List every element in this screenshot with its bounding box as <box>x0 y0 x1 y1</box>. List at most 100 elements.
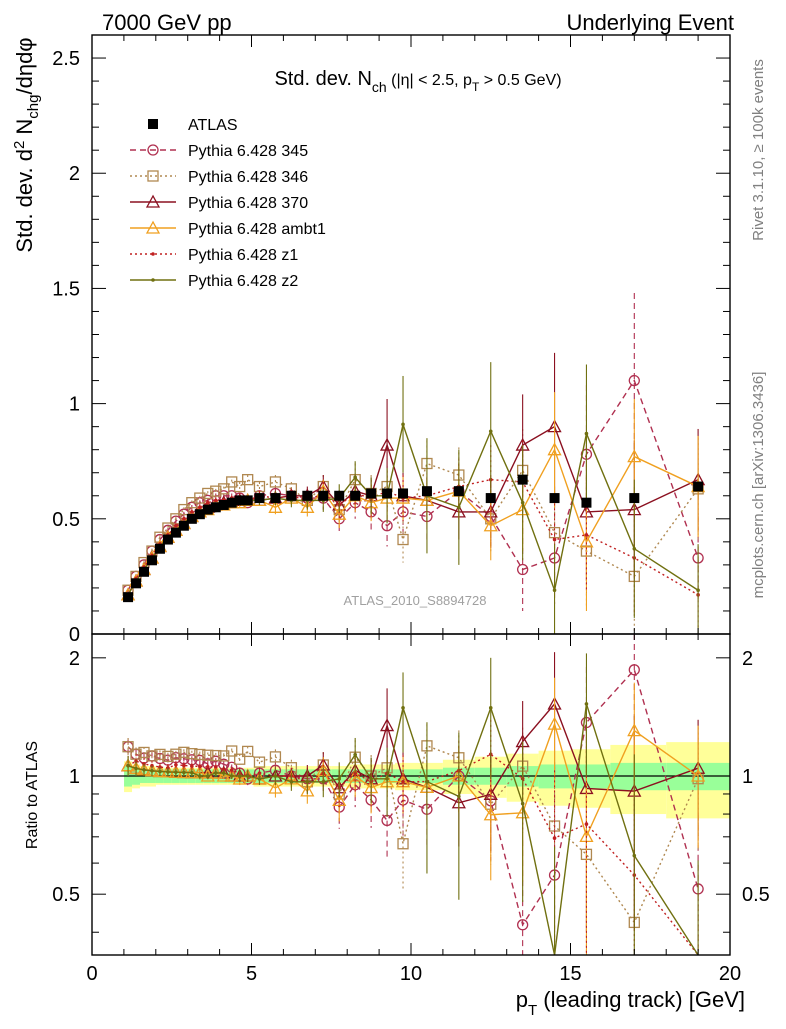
legend-marker <box>147 170 159 182</box>
legend-marker <box>147 144 159 156</box>
ratio-point <box>520 801 525 806</box>
ratio-point <box>401 706 405 710</box>
ratio-series-line <box>127 703 699 956</box>
ratio-point <box>457 794 461 799</box>
series-point <box>401 422 405 427</box>
ratio-point <box>174 762 178 767</box>
ratio-point <box>205 764 210 769</box>
series-point <box>517 563 529 576</box>
ratio-point <box>182 770 186 775</box>
title-sub: ch <box>372 79 387 95</box>
main-axes: 0 0.5 1 1.5 2 2.5 <box>52 34 731 646</box>
legend-label: Pythia 6.428 z2 <box>188 273 298 290</box>
legend-entry-3: Pythia 6.428 346 <box>130 169 308 186</box>
legend-marker <box>148 119 158 129</box>
legend-label: Pythia 6.428 345 <box>188 143 308 160</box>
series-point <box>379 437 395 451</box>
main-y-label: Std. dev. d2 Nchg/dηdφ <box>11 37 42 252</box>
data-point <box>154 543 165 554</box>
series-point <box>202 487 214 500</box>
data-point <box>517 474 528 485</box>
ratio-point <box>337 777 342 781</box>
ratio-point <box>213 765 218 769</box>
ratio-point <box>138 746 150 759</box>
data-point <box>382 488 393 499</box>
ratio-point <box>221 771 226 775</box>
series-point <box>198 505 202 510</box>
series-point <box>483 518 498 532</box>
data-point <box>581 497 592 508</box>
data-point <box>286 490 297 501</box>
series-point <box>190 510 194 514</box>
ratio-point <box>628 664 640 676</box>
ratio-point <box>198 774 202 778</box>
data-point <box>366 488 377 499</box>
series-point <box>182 517 186 521</box>
data-point <box>334 490 345 501</box>
series-point <box>269 476 282 488</box>
ratio-point <box>142 768 146 772</box>
ratio-point <box>369 777 373 781</box>
data-point <box>629 493 640 504</box>
ratio-series-line <box>127 753 699 956</box>
title-sub2: T <box>472 80 480 94</box>
y-tick-label: 1.5 <box>52 278 80 300</box>
ratio-point <box>174 770 178 774</box>
ratio-point <box>178 746 190 758</box>
ratio-y-tick-label-right: 0.5 <box>742 884 770 906</box>
ratio-series-line <box>127 668 699 927</box>
ratio-point <box>166 770 170 774</box>
ratio-point <box>202 749 214 761</box>
data-point <box>178 520 189 531</box>
y-tick-label: 0.5 <box>52 509 80 531</box>
ratio-y-tick-label: 1 <box>69 766 80 788</box>
ratio-series-line <box>127 744 699 924</box>
ylabel-pre: Std. dev. d <box>12 149 37 253</box>
legend-label: ATLAS <box>188 117 238 134</box>
main-data-points <box>123 474 704 603</box>
ratio-point <box>289 779 294 784</box>
x-tick-label: 10 <box>400 963 422 985</box>
ratio-series-layer <box>120 634 706 956</box>
series-point <box>234 480 246 493</box>
data-point <box>186 513 197 524</box>
ratio-point <box>186 748 198 760</box>
legend-marker <box>151 252 155 256</box>
plot-title: Std. dev. Nch (|η| < 2.5, pT > 0.5 GeV) <box>274 68 561 95</box>
ratio-point <box>584 702 589 706</box>
ratio-point <box>190 764 194 768</box>
xlabel-pre: p <box>516 987 528 1012</box>
legend-label: Pythia 6.428 370 <box>188 195 308 212</box>
series-line <box>127 478 699 596</box>
series-point <box>488 429 493 434</box>
series-point <box>178 503 190 516</box>
data-point <box>131 578 142 589</box>
svg-text:Std. dev. d2 Nchg/dηdφ: Std. dev. d2 Nchg/dηdφ <box>11 37 42 252</box>
main-panel: ATLAS_2010_S8894728 Std. dev. Nch (|η| <… <box>11 34 767 646</box>
ratio-point <box>150 768 154 773</box>
x-tick-label: 15 <box>559 963 581 985</box>
ratio-point <box>213 771 218 775</box>
ratio-point <box>134 766 138 771</box>
ratio-point <box>245 774 250 778</box>
ratio-axes: 0 5 10 15 20 0.5 0.5 1 1 2 2 <box>52 634 770 985</box>
data-point <box>254 493 265 504</box>
ratio-point <box>242 745 254 758</box>
data-point <box>485 493 496 504</box>
watermark-label: ATLAS_2010_S8894728 <box>344 593 487 608</box>
ratio-point <box>122 741 134 753</box>
series-point <box>627 449 642 463</box>
title-rest: (|η| < 2.5, p <box>387 72 472 89</box>
ratio-point <box>584 822 589 826</box>
data-point <box>210 502 221 513</box>
series-point <box>353 475 357 480</box>
ratio-point <box>379 718 395 732</box>
ylabel-sub: chg <box>25 95 42 119</box>
series-point <box>552 537 557 542</box>
legend: ATLAS Pythia 6.428 345 Pythia 6.428 346 Pyt… <box>130 117 326 290</box>
legend-label: Pythia 6.428 ambt1 <box>188 221 326 238</box>
ratio-point <box>632 853 637 858</box>
